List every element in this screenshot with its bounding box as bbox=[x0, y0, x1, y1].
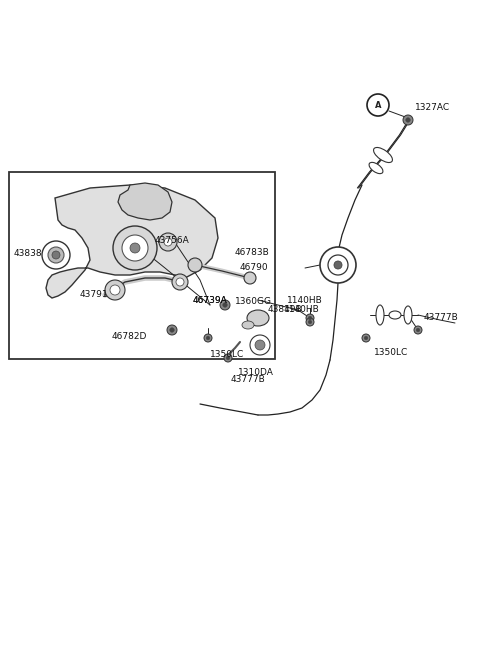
Circle shape bbox=[52, 251, 60, 259]
Circle shape bbox=[130, 243, 140, 253]
Text: 1310DA: 1310DA bbox=[238, 368, 274, 377]
Circle shape bbox=[308, 316, 312, 320]
Circle shape bbox=[204, 334, 212, 342]
Circle shape bbox=[406, 117, 410, 122]
Text: A: A bbox=[375, 100, 381, 110]
Text: 43791: 43791 bbox=[80, 290, 108, 299]
Text: 43777B: 43777B bbox=[230, 375, 265, 384]
Circle shape bbox=[255, 340, 265, 350]
Circle shape bbox=[172, 274, 188, 290]
Text: 1140HB: 1140HB bbox=[284, 305, 320, 314]
Circle shape bbox=[42, 241, 70, 269]
Circle shape bbox=[308, 320, 312, 324]
Circle shape bbox=[306, 314, 314, 322]
Circle shape bbox=[328, 255, 348, 275]
Text: 43756A: 43756A bbox=[155, 236, 190, 245]
Circle shape bbox=[113, 226, 157, 270]
Circle shape bbox=[414, 326, 422, 334]
Circle shape bbox=[367, 94, 389, 116]
Polygon shape bbox=[46, 185, 218, 298]
Circle shape bbox=[188, 258, 202, 272]
Circle shape bbox=[250, 335, 270, 355]
Circle shape bbox=[170, 328, 174, 332]
Text: 46783B: 46783B bbox=[235, 248, 270, 257]
Text: 46782D: 46782D bbox=[112, 332, 147, 341]
Circle shape bbox=[244, 272, 256, 284]
Circle shape bbox=[416, 328, 420, 332]
Circle shape bbox=[403, 115, 413, 125]
Circle shape bbox=[223, 303, 227, 307]
Circle shape bbox=[159, 233, 177, 251]
Circle shape bbox=[105, 280, 125, 300]
Circle shape bbox=[224, 354, 232, 362]
Ellipse shape bbox=[389, 311, 401, 319]
Circle shape bbox=[206, 336, 210, 340]
Ellipse shape bbox=[376, 305, 384, 325]
Text: 1140HB: 1140HB bbox=[287, 296, 323, 305]
Ellipse shape bbox=[373, 148, 393, 163]
Circle shape bbox=[226, 356, 230, 359]
Text: 46739A: 46739A bbox=[192, 296, 228, 305]
Circle shape bbox=[364, 336, 368, 340]
Text: 1360GG: 1360GG bbox=[235, 298, 272, 306]
Circle shape bbox=[176, 278, 184, 286]
Circle shape bbox=[110, 285, 120, 295]
Circle shape bbox=[164, 238, 172, 246]
Circle shape bbox=[306, 318, 314, 326]
Text: 46739A: 46739A bbox=[192, 296, 228, 305]
Text: 1350LC: 1350LC bbox=[374, 348, 408, 357]
Circle shape bbox=[334, 261, 342, 269]
Text: 1327AC: 1327AC bbox=[415, 104, 450, 112]
Ellipse shape bbox=[404, 306, 412, 324]
Circle shape bbox=[48, 247, 64, 263]
Circle shape bbox=[122, 235, 148, 261]
Text: 43849B: 43849B bbox=[268, 306, 302, 314]
Ellipse shape bbox=[247, 310, 269, 326]
Text: 43777B: 43777B bbox=[424, 314, 459, 323]
Bar bbox=[9, 172, 275, 359]
Circle shape bbox=[362, 334, 370, 342]
Circle shape bbox=[320, 247, 356, 283]
Polygon shape bbox=[118, 183, 172, 220]
Ellipse shape bbox=[242, 321, 254, 329]
Text: 46790: 46790 bbox=[240, 264, 268, 272]
Text: 43838: 43838 bbox=[14, 249, 43, 258]
Circle shape bbox=[167, 325, 177, 335]
Circle shape bbox=[220, 300, 230, 310]
Text: 1350LC: 1350LC bbox=[210, 350, 244, 359]
Ellipse shape bbox=[369, 163, 383, 174]
